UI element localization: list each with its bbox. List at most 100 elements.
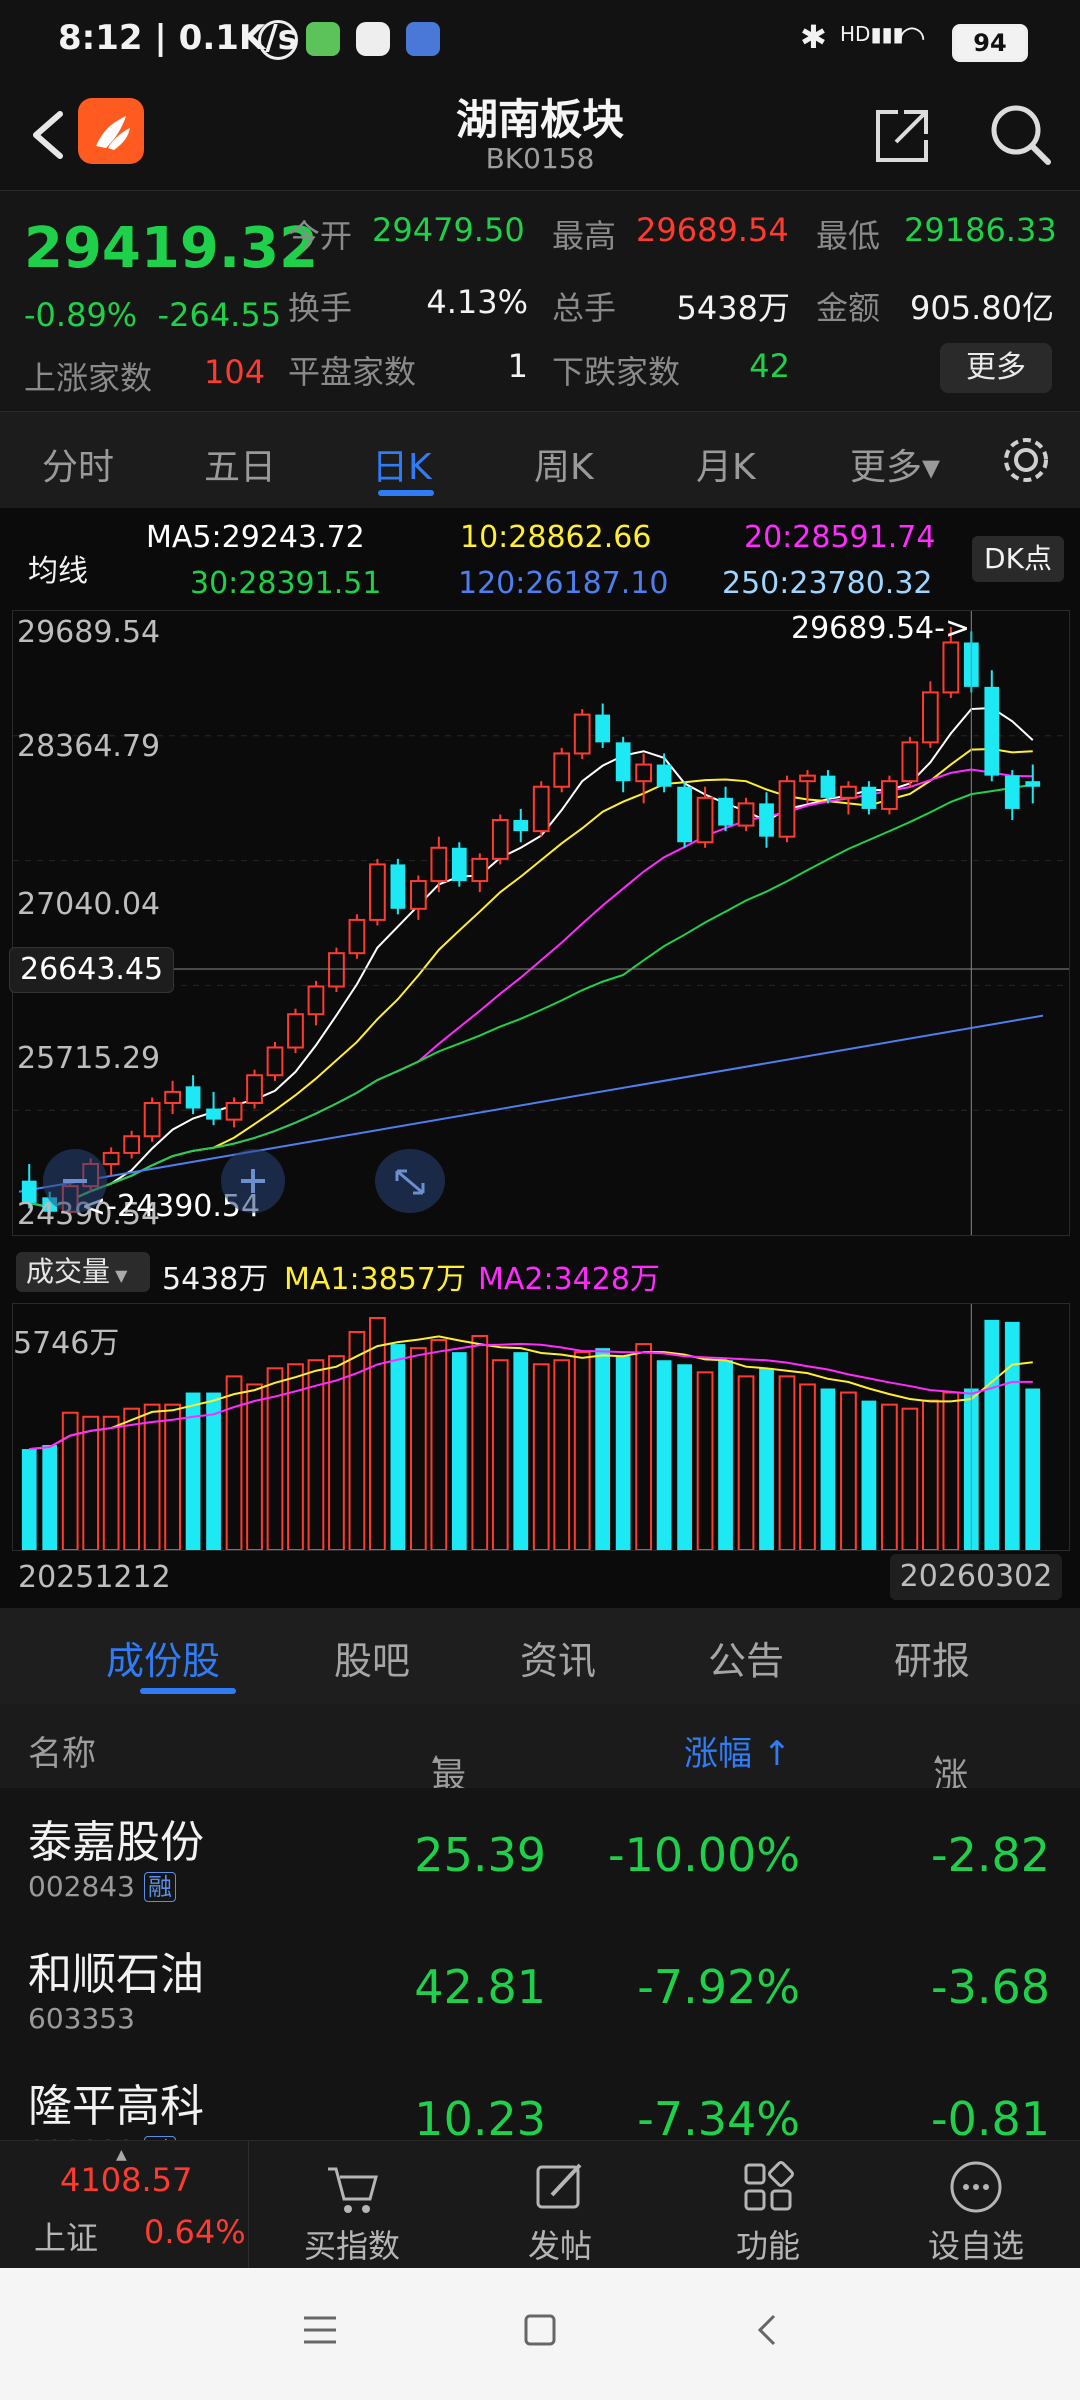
col-name: 名称 — [28, 1734, 96, 1774]
candle-body — [287, 1013, 304, 1049]
chart-settings-button[interactable] — [1000, 434, 1052, 486]
tab-research[interactable]: 研报 — [894, 1639, 971, 1683]
share-button[interactable] — [868, 100, 938, 170]
start-date: 20251212 — [18, 1560, 171, 1595]
up-count: 上涨家数 104 — [24, 353, 266, 397]
app-logo — [78, 98, 144, 164]
stock-last: 42.81 — [414, 1960, 546, 2014]
amount-label: 金额 — [816, 289, 881, 327]
candle-body — [718, 797, 733, 826]
volume-plot[interactable]: 5746万 — [12, 1303, 1070, 1552]
volume-bar — [901, 1407, 919, 1552]
table-row[interactable]: 泰嘉股份 002843 融 25.39 -10.00% -2.82 — [0, 1788, 1080, 1921]
tab-intraday[interactable]: 分时 — [42, 447, 115, 488]
down-value: 42 — [749, 347, 790, 385]
wifi-icon: ◠ — [898, 18, 926, 56]
volume-bar — [615, 1356, 631, 1550]
ma30-line — [29, 783, 1033, 1209]
quote-more-button[interactable]: 更多 — [940, 343, 1052, 393]
candle-body — [491, 819, 509, 860]
zoom-in-button[interactable] — [221, 1149, 285, 1213]
stock-chg: -3.68 — [930, 1960, 1050, 2014]
volume-legend: 成交量 ▼ 5438万 MA1:3857万 MA2:3428万 — [0, 1250, 1080, 1298]
search-button[interactable] — [984, 98, 1056, 170]
volume-bar — [737, 1375, 755, 1551]
stock-code: 603353 — [28, 2002, 135, 2035]
edit-icon — [536, 2163, 582, 2209]
candle-body — [737, 802, 755, 827]
minus-icon — [63, 1179, 87, 1183]
turnover-value: 4.13% — [426, 283, 528, 321]
signal-icon: HD▮▮▮ — [840, 22, 904, 46]
share-icon — [876, 110, 928, 162]
change-percent: -0.89% — [24, 296, 138, 334]
table-row[interactable]: 和顺石油 603353 42.81 -7.92% -3.68 — [0, 1920, 1080, 2053]
volume-bar — [102, 1415, 120, 1551]
tab-forum[interactable]: 股吧 — [334, 1639, 411, 1683]
stock-last: 10.23 — [414, 2092, 546, 2141]
index-ticker[interactable]: ▲ 4108.57 上证 0.64% — [0, 2141, 249, 2269]
tab-announcements[interactable]: 公告 — [708, 1639, 785, 1683]
candle-body — [573, 713, 591, 755]
volume-bar — [185, 1392, 201, 1550]
tab-more[interactable]: 更多▾ — [850, 447, 941, 488]
back-button[interactable] — [22, 100, 82, 170]
candle-body — [164, 1090, 181, 1104]
fullscreen-button[interactable] — [375, 1149, 445, 1213]
cart-icon — [328, 2167, 378, 2213]
candle-body — [553, 752, 571, 788]
candle-body — [615, 742, 631, 782]
volume-bar — [225, 1375, 243, 1551]
flat-value: 1 — [507, 347, 528, 385]
dk-points-button[interactable]: DK点 — [972, 536, 1064, 582]
candle-body — [861, 786, 877, 809]
home-button[interactable] — [520, 2310, 560, 2350]
post-button[interactable]: 发帖 — [452, 2141, 668, 2269]
candle-body — [409, 880, 427, 910]
table-row[interactable]: 隆平高科 000998 融 10.23 -7.34% -0.81 — [0, 2052, 1080, 2141]
col-pct[interactable]: 涨幅 ↑ — [684, 1734, 792, 1774]
kline-chart[interactable]: 均线 MA5:29243.72 10:28862.66 20:28591.74 … — [0, 508, 1080, 1608]
volume-ma1-line — [29, 1335, 1033, 1451]
candle-body — [266, 1046, 284, 1077]
functions-button[interactable]: 功能 — [660, 2141, 876, 2269]
volume-bar — [513, 1352, 529, 1550]
stock-code: 002843 — [28, 1870, 135, 1903]
candle-body — [471, 857, 489, 883]
expand-icon — [395, 1169, 425, 1195]
tab-weekly-k[interactable]: 周K — [534, 447, 594, 488]
tab-five-day[interactable]: 五日 — [204, 447, 277, 488]
volume-indicator-dropdown[interactable]: 成交量 ▼ — [16, 1252, 150, 1292]
tab-constituents[interactable]: 成份股 — [106, 1639, 221, 1683]
volume-bars-svg — [21, 1304, 1041, 1552]
ma10-value: 10:28862.66 — [460, 520, 652, 555]
candle-body — [246, 1074, 263, 1104]
tab-monthly-k[interactable]: 月K — [696, 447, 756, 488]
crosshair-price-label: 26643.45 — [9, 947, 175, 993]
tab-news[interactable]: 资讯 — [520, 1639, 597, 1683]
margin-badge: 融 — [144, 1872, 176, 1902]
y-label-2: 28364.79 — [17, 729, 161, 764]
stock-chg: -2.82 — [930, 1828, 1050, 1882]
candle-body — [348, 918, 366, 955]
zoom-out-button[interactable] — [43, 1149, 107, 1213]
add-watchlist-button[interactable]: 设自选 — [868, 2141, 1080, 2269]
active-tab-indicator — [378, 490, 434, 496]
volume-bar — [696, 1371, 714, 1551]
ma20-value: 20:28591.74 — [744, 520, 936, 555]
flame-logo-icon — [96, 116, 130, 150]
buy-index-button[interactable]: 买指数 — [244, 2141, 460, 2269]
change-amount: -264.55 — [157, 296, 282, 334]
volume-bar — [61, 1411, 79, 1551]
system-back-button[interactable] — [748, 2310, 788, 2350]
tab-daily-k[interactable]: 日K — [372, 447, 432, 488]
volume-bar — [246, 1383, 263, 1551]
volume-bar — [409, 1347, 427, 1551]
menu-button[interactable] — [300, 2310, 340, 2350]
ma120-line — [18, 1014, 1044, 1193]
app-notification-icon-3 — [406, 22, 440, 56]
volume-bar — [759, 1368, 774, 1550]
price-plot[interactable]: 29689.54 28364.79 27040.04 25715.29 2439… — [9, 610, 1070, 1236]
candlestick-svg — [13, 611, 1069, 1235]
stock-pct: -7.92% — [637, 1960, 800, 2014]
